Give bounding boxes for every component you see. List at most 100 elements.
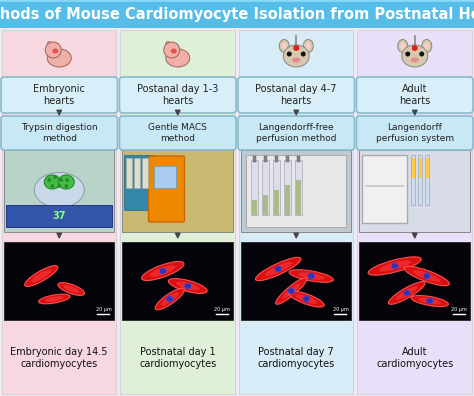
Ellipse shape xyxy=(283,45,309,67)
Text: 20 μm: 20 μm xyxy=(214,308,230,312)
Circle shape xyxy=(47,178,51,182)
Ellipse shape xyxy=(47,42,51,46)
Circle shape xyxy=(419,51,424,57)
Ellipse shape xyxy=(155,288,184,310)
Text: Gentle MACS
method: Gentle MACS method xyxy=(148,123,207,143)
FancyBboxPatch shape xyxy=(239,30,354,394)
FancyBboxPatch shape xyxy=(363,155,408,223)
Circle shape xyxy=(301,51,306,57)
Ellipse shape xyxy=(168,278,207,293)
Ellipse shape xyxy=(276,278,307,304)
Text: Postanal day 4-7
hearts: Postanal day 4-7 hearts xyxy=(255,84,337,106)
Bar xyxy=(297,156,300,162)
Bar xyxy=(252,200,257,215)
Bar xyxy=(253,156,256,162)
Text: Postanal day 1-3
hearts: Postanal day 1-3 hearts xyxy=(137,84,219,106)
Bar xyxy=(125,155,155,210)
Ellipse shape xyxy=(159,268,166,274)
FancyBboxPatch shape xyxy=(238,77,355,113)
Circle shape xyxy=(65,178,69,182)
FancyBboxPatch shape xyxy=(119,116,236,150)
Ellipse shape xyxy=(404,266,449,286)
Circle shape xyxy=(50,184,54,188)
Bar xyxy=(426,155,429,205)
Ellipse shape xyxy=(166,296,173,302)
Ellipse shape xyxy=(58,283,84,295)
Ellipse shape xyxy=(368,257,421,275)
Ellipse shape xyxy=(388,282,425,305)
Circle shape xyxy=(287,51,292,57)
Bar xyxy=(419,158,422,178)
Ellipse shape xyxy=(295,294,317,304)
Ellipse shape xyxy=(275,266,282,272)
FancyBboxPatch shape xyxy=(357,30,472,394)
Ellipse shape xyxy=(166,49,190,67)
Ellipse shape xyxy=(279,40,289,53)
FancyBboxPatch shape xyxy=(1,116,118,150)
Bar xyxy=(122,150,233,232)
Ellipse shape xyxy=(34,173,84,208)
Bar xyxy=(365,185,404,187)
Bar xyxy=(273,160,280,215)
Bar xyxy=(4,242,115,320)
Ellipse shape xyxy=(64,285,79,293)
Ellipse shape xyxy=(288,288,295,294)
Bar xyxy=(285,185,290,215)
Ellipse shape xyxy=(288,291,324,307)
Ellipse shape xyxy=(411,295,448,307)
Ellipse shape xyxy=(411,57,419,63)
Bar xyxy=(263,195,268,215)
Text: 20 μm: 20 μm xyxy=(96,308,111,312)
Ellipse shape xyxy=(150,265,175,277)
Text: Postnatal day 1
cardiomyocytes: Postnatal day 1 cardiomyocytes xyxy=(139,347,216,369)
FancyBboxPatch shape xyxy=(120,30,235,394)
Bar xyxy=(359,242,470,320)
Bar xyxy=(143,158,148,188)
Bar xyxy=(6,205,112,227)
Bar xyxy=(295,160,302,215)
Text: 20 μm: 20 μm xyxy=(333,308,348,312)
Ellipse shape xyxy=(400,42,405,50)
Bar xyxy=(135,158,140,188)
Bar xyxy=(0,0,474,28)
Bar xyxy=(251,160,258,215)
Bar xyxy=(127,158,133,188)
Ellipse shape xyxy=(282,283,301,299)
Bar xyxy=(241,150,352,232)
Ellipse shape xyxy=(171,48,177,53)
Bar xyxy=(264,156,267,162)
Bar xyxy=(412,158,415,178)
Ellipse shape xyxy=(52,48,58,53)
Ellipse shape xyxy=(289,270,333,282)
Circle shape xyxy=(64,184,68,188)
Ellipse shape xyxy=(31,270,51,282)
Ellipse shape xyxy=(47,49,71,67)
Text: Embryonic
hearts: Embryonic hearts xyxy=(33,84,85,106)
Bar xyxy=(296,180,301,215)
Ellipse shape xyxy=(264,262,292,276)
Circle shape xyxy=(54,175,57,179)
Ellipse shape xyxy=(303,296,310,302)
Ellipse shape xyxy=(255,257,301,281)
Circle shape xyxy=(412,45,418,51)
Ellipse shape xyxy=(282,42,287,50)
Circle shape xyxy=(57,184,61,188)
FancyBboxPatch shape xyxy=(148,156,184,222)
Bar xyxy=(241,242,352,320)
FancyBboxPatch shape xyxy=(238,116,355,150)
Bar xyxy=(246,155,346,227)
Ellipse shape xyxy=(402,45,428,67)
Ellipse shape xyxy=(292,57,300,63)
Circle shape xyxy=(293,45,299,51)
Ellipse shape xyxy=(25,266,58,286)
Text: 37: 37 xyxy=(53,211,66,221)
Ellipse shape xyxy=(38,294,70,304)
Ellipse shape xyxy=(426,298,433,304)
Ellipse shape xyxy=(161,293,179,305)
Text: Adult
cardiomyocytes: Adult cardiomyocytes xyxy=(376,347,453,369)
Ellipse shape xyxy=(176,282,200,290)
Bar xyxy=(4,150,115,232)
Ellipse shape xyxy=(423,273,430,279)
FancyBboxPatch shape xyxy=(356,116,473,150)
Circle shape xyxy=(59,178,63,182)
